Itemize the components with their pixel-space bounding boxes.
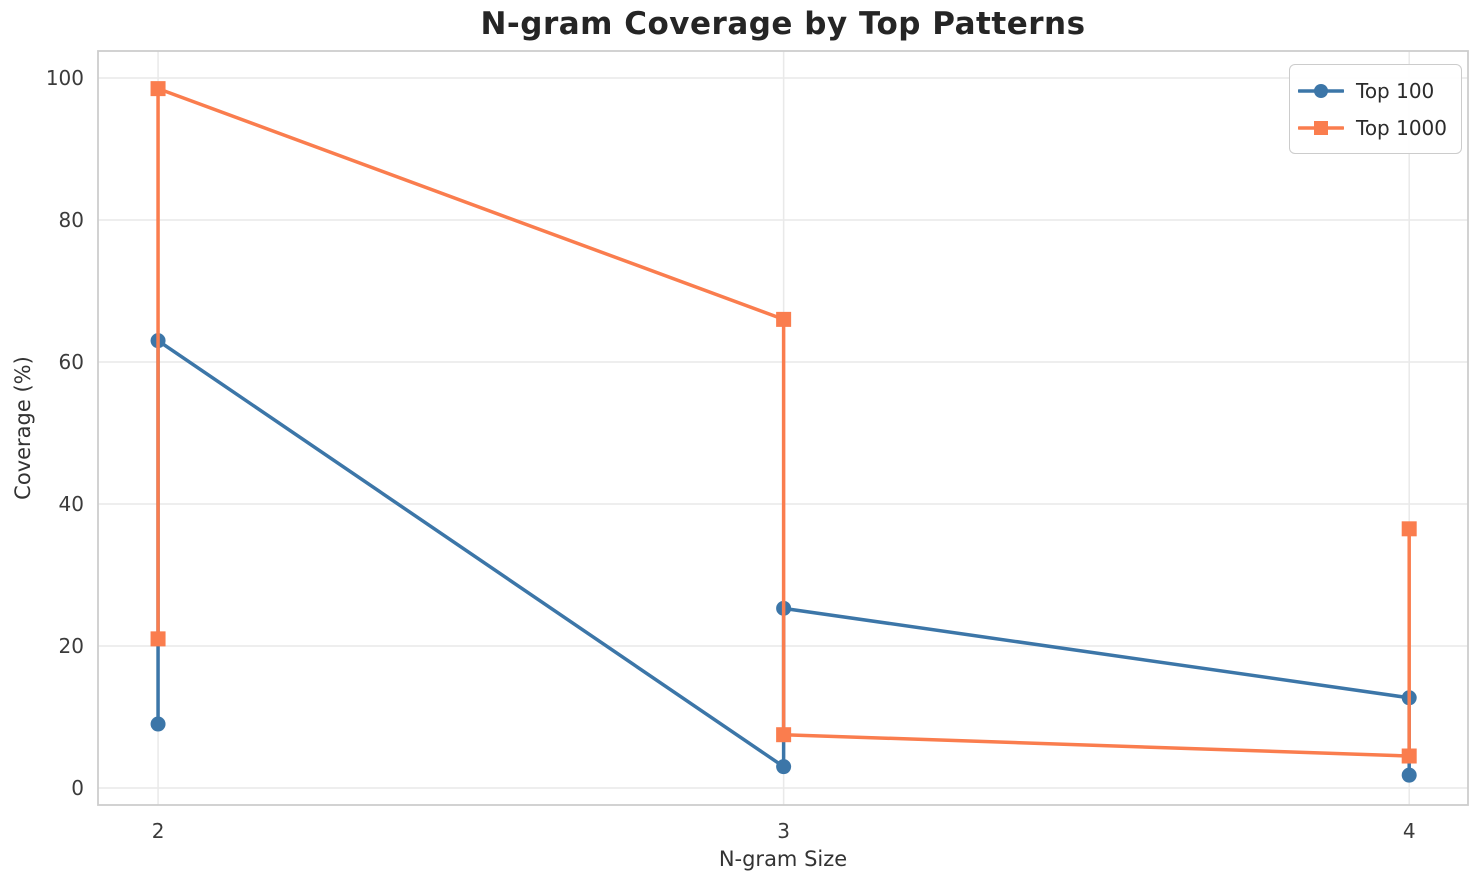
legend-item-top-100: Top 100 <box>1298 77 1449 104</box>
data-point-top-1000 <box>150 631 166 647</box>
y-tick-label: 40 <box>59 492 84 516</box>
data-point-top-100 <box>150 716 166 732</box>
x-tick-label: 3 <box>777 819 790 843</box>
y-tick-label: 0 <box>71 776 84 800</box>
data-point-top-1000 <box>1401 521 1417 537</box>
line-circle-marker-icon <box>1298 83 1344 98</box>
y-tick-label: 60 <box>59 350 84 374</box>
legend-label-top-1000: Top 1000 <box>1356 115 1448 140</box>
data-point-top-1000 <box>1401 748 1417 764</box>
data-point-top-1000 <box>776 727 792 743</box>
y-tick-label: 100 <box>46 66 84 90</box>
x-tick-label: 2 <box>152 819 165 843</box>
y-tick-label: 80 <box>59 208 84 232</box>
x-axis-label: N-gram Size <box>718 847 848 871</box>
series-line-top-1000 <box>156 86 1411 758</box>
data-point-top-1000 <box>150 81 166 97</box>
axes-spines <box>97 50 1469 806</box>
legend-label-top-100: Top 100 <box>1356 78 1435 103</box>
data-point-top-1000 <box>776 311 792 327</box>
legend-item-top-1000: Top 1000 <box>1298 114 1449 141</box>
line-square-marker-icon <box>1298 120 1344 135</box>
legend: Top 100 Top 1000 <box>1289 64 1462 154</box>
data-point-top-100 <box>776 759 792 775</box>
y-tick-label: 20 <box>59 634 84 658</box>
data-point-top-100 <box>1401 767 1417 783</box>
y-axis-label: Coverage (%) <box>11 356 35 500</box>
chart-title: N-gram Coverage by Top Patterns <box>480 6 1086 42</box>
x-tick-label: 4 <box>1403 819 1416 843</box>
